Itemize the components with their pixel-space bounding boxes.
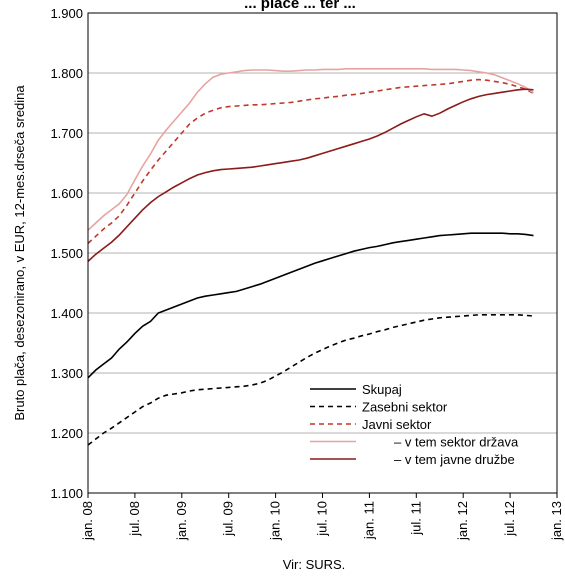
legend-label-2: Zasebni sektor xyxy=(362,400,448,415)
source-note: Vir: SURS. xyxy=(283,557,346,572)
legend: Skupaj Zasebni sektor Javni sektor – v tem … xyxy=(310,382,519,467)
y-tick-label: 1.700 xyxy=(50,126,83,141)
y-tick-label: 1.800 xyxy=(50,66,83,81)
y-tick-label: 1.200 xyxy=(50,426,83,441)
chart-title: ... plače ... ter ... xyxy=(244,0,356,12)
legend-label-1: Skupaj xyxy=(362,382,402,397)
series-lines xyxy=(87,68,534,446)
y-tick-label: 1.500 xyxy=(50,246,83,261)
x-tick-label: jan. 13 xyxy=(549,501,564,541)
y-tick-label: 1.900 xyxy=(50,6,83,21)
x-tick-label: jan. 12 xyxy=(455,501,470,541)
x-tick-label: jul. 12 xyxy=(502,501,517,537)
legend-label-3: Javni sektor xyxy=(362,417,432,432)
series-line-5 xyxy=(87,88,534,262)
x-tick-label: jul. 09 xyxy=(221,501,236,537)
gridlines xyxy=(88,72,557,434)
plot-frame xyxy=(87,12,558,494)
x-tick-label: jan. 10 xyxy=(268,501,283,541)
y-axis-ticks: 1.100 1.200 1.300 1.400 1.500 1.600 1.700 1.800… xyxy=(50,6,83,501)
x-tick-label: jul. 11 xyxy=(408,501,423,536)
y-tick-label: 1.300 xyxy=(50,366,83,381)
series-line-4 xyxy=(87,68,534,231)
x-tick-label: jan. 11 xyxy=(361,501,376,540)
y-tick-label: 1.100 xyxy=(50,486,83,501)
y-tick-label: 1.600 xyxy=(50,186,83,201)
x-axis-ticks: jan. 08 jul. 08 jan. 09 jul. 09 jan. 10 jul. … xyxy=(80,493,564,541)
legend-label-5: – v tem javne družbe xyxy=(394,452,515,467)
x-tick-label: jan. 08 xyxy=(80,501,95,541)
x-tick-label: jul. 08 xyxy=(127,501,142,537)
series-line-3 xyxy=(87,78,534,244)
x-tick-label: jul. 10 xyxy=(315,501,330,537)
series-line-1 xyxy=(87,232,534,379)
x-tick-label: jan. 09 xyxy=(174,501,189,541)
y-axis-label: Bruto plača, desezonirano, v EUR, 12-mes… xyxy=(12,85,27,421)
y-tick-label: 1.400 xyxy=(50,306,83,321)
legend-label-4: – v tem sektor država xyxy=(394,435,519,450)
series-line-2 xyxy=(87,314,534,446)
